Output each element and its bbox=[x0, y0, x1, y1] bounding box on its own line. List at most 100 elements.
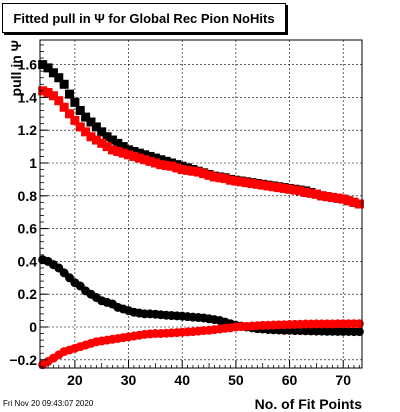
data-point bbox=[97, 138, 107, 148]
data-point bbox=[311, 189, 321, 199]
y-tick-label: 0.4 bbox=[18, 253, 38, 269]
data-point bbox=[150, 158, 160, 168]
data-point bbox=[91, 122, 101, 132]
data-point bbox=[118, 142, 128, 152]
data-point bbox=[247, 179, 257, 188]
data-point bbox=[226, 175, 236, 185]
timestamp: Fri Nov 20 09:43:07 2020 bbox=[3, 399, 94, 408]
data-point bbox=[86, 132, 96, 142]
y-tick-label: 1.2 bbox=[18, 122, 38, 138]
data-point bbox=[97, 127, 107, 137]
data-point bbox=[129, 151, 139, 161]
data-point bbox=[156, 155, 166, 165]
data-point bbox=[107, 135, 117, 145]
x-tick-label: 20 bbox=[67, 372, 83, 388]
data-point bbox=[48, 91, 58, 101]
data-point bbox=[172, 163, 182, 173]
data-point bbox=[317, 191, 327, 201]
data-point bbox=[48, 68, 58, 78]
data-point bbox=[59, 102, 69, 112]
data-point bbox=[268, 182, 278, 192]
data-point bbox=[204, 170, 214, 180]
data-point bbox=[193, 167, 203, 177]
data-point bbox=[220, 174, 230, 184]
x-tick-label: 40 bbox=[174, 372, 190, 388]
data-point bbox=[333, 193, 343, 203]
data-point bbox=[65, 89, 75, 99]
chart-title-text: Fitted pull in Ψ for Global Rec Pion NoH… bbox=[13, 10, 275, 26]
data-point bbox=[322, 192, 332, 202]
y-tick-label: 0.6 bbox=[18, 221, 38, 237]
y-tick-label: 0.2 bbox=[18, 286, 38, 302]
data-point bbox=[75, 106, 85, 116]
y-tick-label: 0 bbox=[29, 319, 37, 335]
data-point bbox=[150, 153, 160, 163]
data-point bbox=[290, 185, 300, 195]
data-point bbox=[54, 96, 64, 106]
data-point bbox=[54, 73, 64, 83]
series-2 bbox=[38, 86, 364, 209]
data-point bbox=[124, 150, 134, 160]
data-point bbox=[156, 160, 166, 170]
data-point bbox=[134, 153, 144, 163]
data-point bbox=[124, 145, 134, 155]
data-point bbox=[301, 188, 311, 198]
data-point bbox=[306, 188, 316, 198]
data-point bbox=[145, 156, 155, 166]
data-point bbox=[252, 179, 262, 189]
data-point bbox=[349, 197, 359, 207]
data-markers bbox=[38, 60, 364, 370]
data-point bbox=[65, 109, 75, 119]
data-point bbox=[140, 155, 150, 165]
data-point bbox=[166, 161, 176, 171]
data-point bbox=[199, 169, 209, 179]
data-point bbox=[91, 135, 101, 145]
data-point bbox=[188, 166, 198, 176]
y-tick-labels: −0.2 0 0.2 0.4 0.6 0.8 1 1.2 1.4 1.6 bbox=[9, 57, 37, 368]
data-point bbox=[129, 147, 139, 157]
data-point bbox=[242, 178, 252, 188]
x-tick-label: 60 bbox=[282, 372, 298, 388]
y-tick-label: 0.8 bbox=[18, 188, 38, 204]
data-point bbox=[327, 192, 337, 202]
data-point bbox=[279, 183, 289, 193]
y-tick-label: −0.2 bbox=[9, 352, 37, 368]
data-point bbox=[86, 117, 96, 127]
data-point bbox=[81, 112, 91, 122]
data-point bbox=[344, 196, 354, 206]
data-point bbox=[59, 79, 69, 89]
data-point bbox=[177, 165, 187, 175]
data-point bbox=[274, 183, 284, 193]
y-axis-label: pull in Ψ bbox=[8, 40, 24, 96]
data-point bbox=[258, 180, 268, 190]
data-point bbox=[263, 181, 273, 191]
data-point bbox=[134, 148, 144, 158]
data-point bbox=[338, 194, 348, 204]
data-point bbox=[81, 127, 91, 137]
y-tick-label: 1.6 bbox=[18, 57, 38, 73]
data-point bbox=[183, 165, 193, 175]
x-tick-label: 50 bbox=[228, 372, 244, 388]
data-point bbox=[231, 176, 241, 186]
x-axis-label: No. of Fit Points bbox=[255, 396, 363, 412]
data-point bbox=[75, 122, 85, 132]
x-tick-label: 70 bbox=[335, 372, 351, 388]
data-point bbox=[354, 199, 364, 209]
data-point bbox=[209, 172, 219, 182]
data-point bbox=[118, 148, 128, 158]
data-point bbox=[107, 145, 117, 155]
y-tick-label: 1 bbox=[29, 155, 37, 171]
chart-title: Fitted pull in Ψ for Global Rec Pion NoH… bbox=[2, 3, 286, 33]
data-point bbox=[102, 142, 112, 152]
data-point bbox=[161, 160, 171, 170]
data-point bbox=[215, 173, 225, 183]
data-point bbox=[102, 132, 112, 142]
plot-frame bbox=[39, 39, 363, 369]
data-point bbox=[43, 87, 53, 97]
x-tick-label: 30 bbox=[121, 372, 137, 388]
data-point bbox=[43, 63, 53, 73]
data-point bbox=[70, 97, 80, 107]
data-point bbox=[295, 186, 305, 196]
axis-ticks bbox=[40, 44, 360, 368]
